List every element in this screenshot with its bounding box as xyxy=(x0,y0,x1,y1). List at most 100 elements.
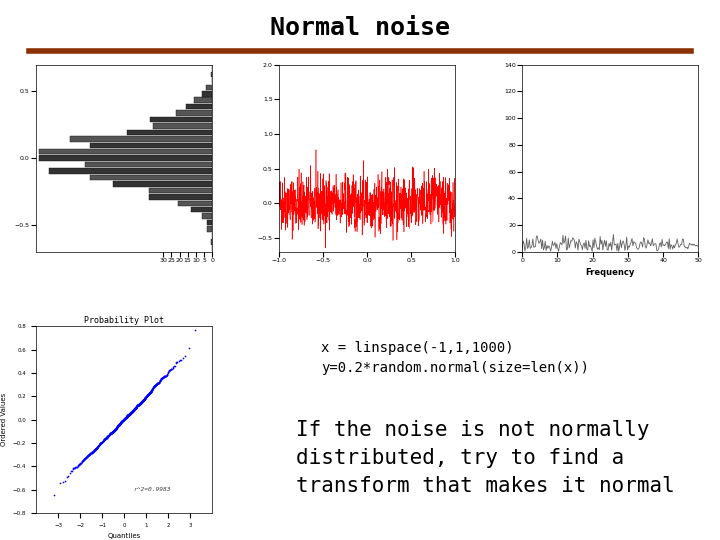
Point xyxy=(104,430,115,438)
Point xyxy=(118,415,130,423)
Point xyxy=(151,380,163,388)
Point xyxy=(139,394,150,403)
Point xyxy=(136,397,148,406)
Point xyxy=(153,379,164,387)
Point xyxy=(117,416,128,425)
Point xyxy=(84,450,95,458)
Point xyxy=(107,428,118,436)
Point xyxy=(136,397,148,406)
Point xyxy=(150,381,161,389)
Point xyxy=(132,401,144,409)
Point xyxy=(115,418,127,427)
Point xyxy=(123,410,135,418)
Point xyxy=(121,412,132,421)
Point xyxy=(94,439,106,448)
Point xyxy=(139,394,150,402)
Point xyxy=(111,424,122,433)
Point xyxy=(135,398,147,407)
Point xyxy=(122,411,133,420)
Point xyxy=(135,399,146,407)
Bar xyxy=(40,149,212,154)
Point xyxy=(127,406,139,414)
Bar xyxy=(90,143,212,148)
Point xyxy=(109,425,121,434)
Point xyxy=(128,405,140,414)
Point xyxy=(107,428,118,436)
Point xyxy=(189,326,200,334)
Point xyxy=(83,451,94,460)
Point xyxy=(102,432,114,441)
Point xyxy=(83,451,94,460)
Point xyxy=(102,432,113,441)
Point xyxy=(106,428,117,437)
Point xyxy=(100,434,112,442)
Point xyxy=(97,436,109,445)
Point xyxy=(106,428,117,437)
Point xyxy=(120,414,131,422)
Point xyxy=(110,424,122,433)
Point xyxy=(124,409,135,418)
Point xyxy=(119,414,130,423)
Point xyxy=(160,372,171,380)
Point xyxy=(121,413,132,421)
Point xyxy=(117,416,129,424)
Point xyxy=(61,473,73,482)
Point xyxy=(101,433,112,442)
Point xyxy=(98,436,109,444)
Point xyxy=(156,374,167,383)
Point xyxy=(145,388,156,397)
Point xyxy=(166,364,178,373)
Point xyxy=(95,439,107,448)
Point xyxy=(128,404,140,413)
Point xyxy=(141,392,153,400)
Point xyxy=(97,436,109,445)
Point xyxy=(107,428,118,436)
Point xyxy=(99,435,110,444)
Point xyxy=(90,444,102,453)
Point xyxy=(126,407,138,416)
Point xyxy=(101,434,112,442)
Point xyxy=(117,416,129,424)
Point xyxy=(140,392,152,401)
Point xyxy=(102,431,114,440)
Point xyxy=(114,421,125,429)
Point xyxy=(116,417,127,426)
Point xyxy=(130,403,141,412)
Point xyxy=(153,379,164,387)
Point xyxy=(114,420,125,429)
Point xyxy=(122,410,134,419)
Point xyxy=(109,426,121,434)
Point xyxy=(78,455,90,464)
Point xyxy=(133,400,145,409)
Point xyxy=(145,387,157,396)
Point xyxy=(92,442,104,450)
Point xyxy=(118,415,130,424)
Point xyxy=(127,406,139,415)
Point xyxy=(130,403,141,412)
Point xyxy=(135,399,147,407)
Point xyxy=(104,429,116,438)
Point xyxy=(122,410,134,419)
Point xyxy=(150,380,161,389)
Point xyxy=(89,445,101,454)
Point xyxy=(124,410,135,418)
Point xyxy=(99,435,111,443)
Point xyxy=(102,432,114,441)
Point xyxy=(118,415,130,424)
Point xyxy=(109,426,121,434)
Point xyxy=(150,380,161,389)
Point xyxy=(127,407,139,415)
Point xyxy=(120,414,131,422)
Point xyxy=(120,413,132,421)
Point xyxy=(103,430,114,439)
Point xyxy=(143,390,154,399)
Point xyxy=(148,382,160,390)
Point xyxy=(135,397,147,406)
Point xyxy=(129,404,140,413)
Point xyxy=(130,403,142,412)
Point xyxy=(161,371,173,380)
Point xyxy=(138,395,150,403)
Bar xyxy=(71,136,212,141)
Point xyxy=(93,442,104,450)
Point xyxy=(109,425,121,434)
